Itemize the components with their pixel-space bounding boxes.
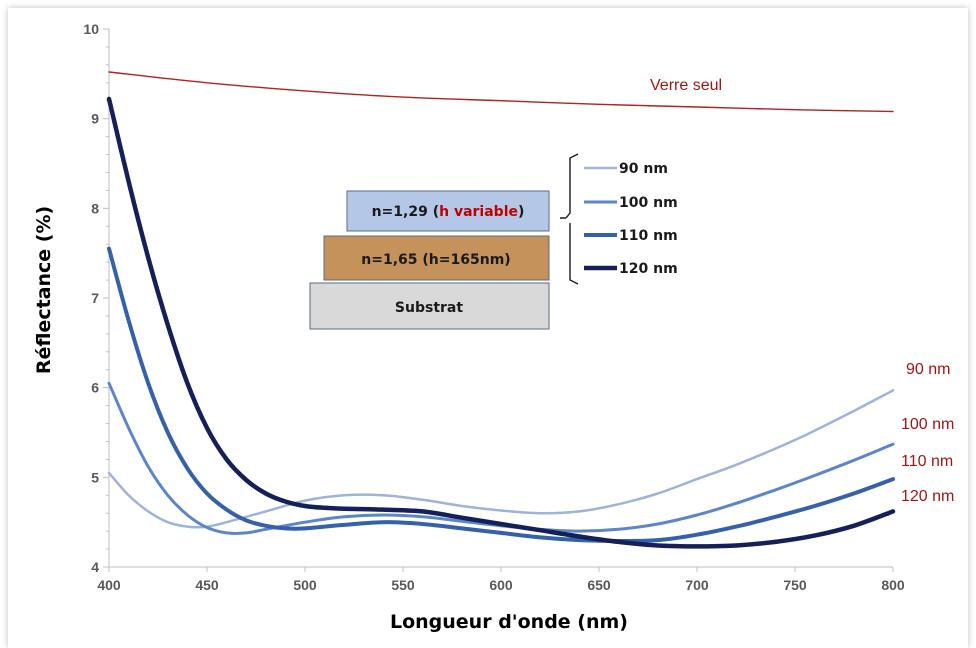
legend-label-120nm: 120 nm bbox=[619, 261, 678, 277]
layer-middle-label: n=1,65 (h=165nm) bbox=[361, 252, 510, 268]
y-tick-label: 6 bbox=[91, 380, 99, 396]
x-tick-label: 800 bbox=[881, 577, 905, 593]
x-tick-label: 700 bbox=[685, 577, 709, 593]
curve-label-120nm: 120 nm bbox=[901, 488, 954, 505]
x-tick-label: 450 bbox=[195, 577, 219, 593]
tick-labels: 4 5 6 7 8 9 10 400 450 500 550 600 650 700 750 800 bbox=[83, 21, 904, 593]
legend-label-110nm: 110 nm bbox=[619, 228, 678, 244]
curve-label-verre-seul: Verre seul bbox=[650, 77, 722, 94]
series-line-90-nm bbox=[107, 389, 895, 529]
y-tick-label: 10 bbox=[83, 21, 99, 37]
x-axis-title: Longueur d'onde (nm) bbox=[390, 611, 628, 633]
y-tick-label: 7 bbox=[91, 290, 99, 306]
legend-label-100nm: 100 nm bbox=[619, 195, 678, 211]
layer-middle bbox=[323, 235, 550, 281]
y-tick-label: 5 bbox=[91, 469, 99, 485]
chart-svg: 4 5 6 7 8 9 10 400 450 500 550 600 650 700 750 800 Verr… bbox=[33, 21, 954, 633]
curve-label-110nm: 110 nm bbox=[901, 453, 953, 470]
layer-top-highlight: h variable bbox=[439, 204, 518, 220]
curve-label-90nm: 90 nm bbox=[906, 361, 950, 378]
x-tick-label: 550 bbox=[391, 577, 415, 593]
series-line-100-nm bbox=[107, 381, 895, 535]
layer-substrate bbox=[309, 282, 550, 330]
y-tick-label: 8 bbox=[91, 200, 99, 216]
series-line-120-nm bbox=[106, 96, 896, 549]
series-lines bbox=[106, 71, 896, 549]
legend-bracket bbox=[560, 153, 579, 285]
curve-label-100nm: 100 nm bbox=[901, 416, 954, 433]
axes bbox=[103, 28, 894, 572]
y-tick-label: 9 bbox=[91, 111, 99, 127]
x-tick-label: 650 bbox=[587, 577, 611, 593]
series-line-110-nm bbox=[107, 246, 895, 544]
y-tick-label: 4 bbox=[91, 559, 99, 575]
layer-top-label: n=1,29 (h variable) bbox=[372, 204, 525, 220]
thickness-legend: 90 nm 100 nm 110 nm 120 nm bbox=[584, 161, 678, 277]
layer-substrate-label: Substrat bbox=[395, 300, 463, 316]
layer-stack: n=1,29 (h variable) n=1,65 (h=165nm) Sub… bbox=[309, 190, 550, 330]
series-line-verre-seul bbox=[108, 71, 894, 113]
x-tick-label: 750 bbox=[783, 577, 807, 593]
x-tick-label: 600 bbox=[489, 577, 513, 593]
y-axis-title: Réflectance (%) bbox=[33, 206, 55, 374]
chart-frame: 4 5 6 7 8 9 10 400 450 500 550 600 650 700 750 800 Verr… bbox=[8, 8, 968, 648]
x-tick-label: 500 bbox=[293, 577, 317, 593]
legend-label-90nm: 90 nm bbox=[619, 161, 668, 177]
layer-top bbox=[346, 190, 550, 232]
x-tick-label: 400 bbox=[97, 577, 121, 593]
